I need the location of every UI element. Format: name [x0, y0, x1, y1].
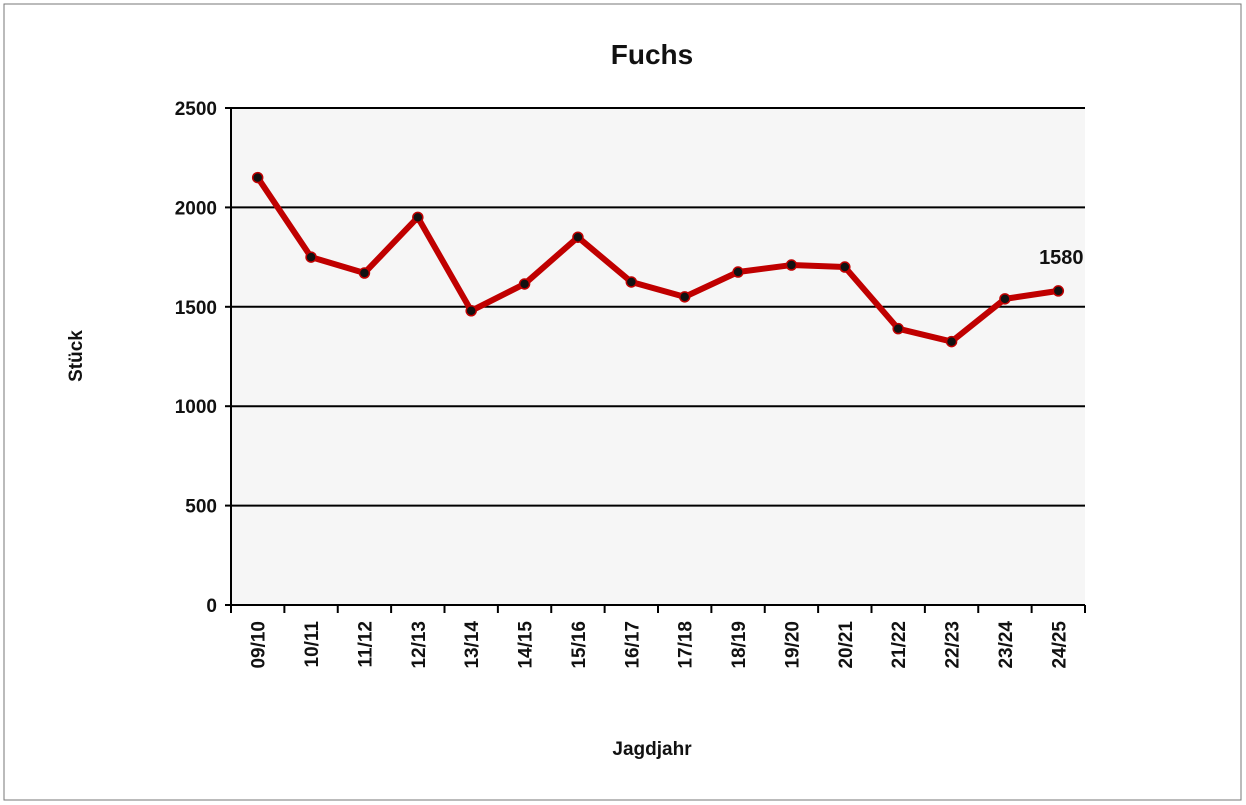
line-series: [255, 175, 1059, 345]
data-point: [251, 171, 264, 184]
data-point: [945, 335, 958, 348]
y-tick-label: 0: [206, 596, 217, 617]
chart-title: Fuchs: [611, 39, 693, 70]
x-tick-label: 18/19: [729, 621, 750, 669]
y-tick-label: 2000: [175, 198, 217, 219]
x-tick-label: 09/10: [249, 621, 270, 669]
data-point: [839, 261, 851, 273]
y-tick-label: 500: [185, 497, 217, 518]
x-tick-label: 22/23: [943, 621, 964, 669]
y-tick-label: 2500: [175, 99, 217, 120]
data-point: [678, 291, 691, 303]
x-tick-label: 12/13: [409, 621, 430, 669]
data-point: [1052, 285, 1065, 297]
data-point: [358, 267, 371, 279]
x-axis-label: Jagdjahr: [612, 739, 692, 760]
x-tick-label: 11/12: [355, 621, 376, 668]
data-point: [518, 278, 531, 290]
y-tick-label: 1500: [175, 298, 217, 319]
x-tick-label: 17/18: [676, 621, 697, 669]
data-point: [305, 251, 317, 263]
data-point: [572, 231, 584, 243]
x-tick-label: 24/25: [1049, 621, 1070, 669]
data-point: [732, 266, 744, 278]
data-point: [625, 276, 638, 288]
x-tick-label: 20/21: [836, 621, 857, 669]
plot-background: [231, 108, 1085, 605]
x-tick-label: 19/20: [782, 621, 803, 669]
data-point: [785, 259, 798, 271]
x-tick-label: 16/17: [622, 621, 643, 669]
data-label: 1580: [1039, 247, 1084, 269]
y-tick-label: 1000: [175, 397, 217, 418]
data-point: [465, 305, 477, 317]
x-tick-label: 14/15: [516, 621, 537, 669]
x-tick-label: 23/24: [996, 621, 1017, 669]
x-tick-label: 21/22: [889, 621, 910, 669]
x-tick-label: 10/11: [302, 621, 323, 668]
x-tick-label: 13/14: [462, 621, 483, 669]
x-tick-label: 15/16: [569, 621, 590, 669]
data-point: [412, 211, 424, 224]
y-axis-label: Stück: [66, 330, 87, 382]
data-point: [999, 293, 1011, 305]
data-point: [892, 322, 904, 335]
